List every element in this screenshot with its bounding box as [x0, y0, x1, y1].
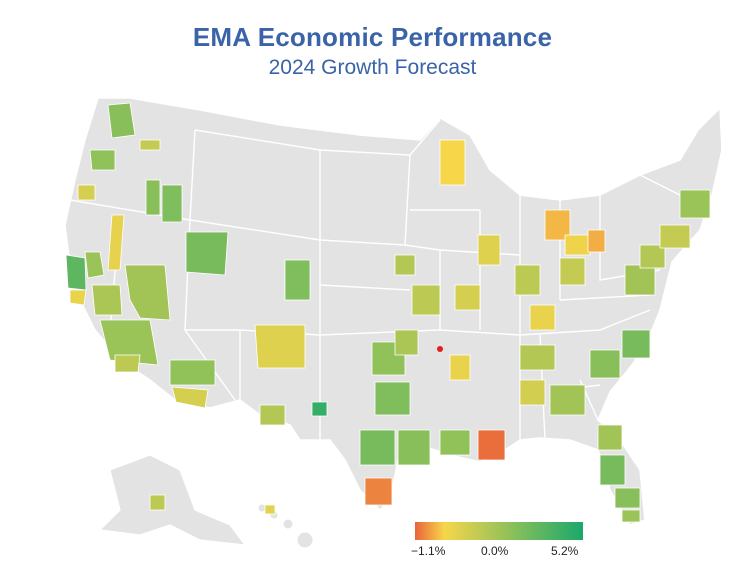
- region-cleveland: [564, 234, 591, 256]
- region-philadelphia: [639, 244, 666, 269]
- metro-regions: [65, 102, 711, 523]
- region-phoenix: [169, 359, 216, 386]
- region-san-antonio: [397, 429, 431, 466]
- legend-max-label: 5.2%: [551, 544, 579, 558]
- region-hawaii: [264, 504, 276, 515]
- region-atlanta: [549, 384, 586, 416]
- region-birmingham: [519, 379, 546, 406]
- legend-min-label: −1.1%: [411, 544, 446, 558]
- region-houston: [439, 429, 471, 456]
- region-new-orleans: [477, 429, 506, 461]
- region-sf-bay: [65, 254, 87, 291]
- region-chicago: [477, 234, 501, 266]
- region-portland: [89, 149, 116, 171]
- region-nyc: [659, 224, 691, 249]
- region-idaho-strip: [107, 214, 125, 271]
- region-el-paso: [259, 404, 286, 426]
- region-albuquerque: [254, 324, 306, 369]
- region-boston: [679, 189, 711, 219]
- legend-gradient-bar: [415, 522, 583, 540]
- region-tampa: [614, 487, 641, 509]
- region-odessa: [311, 401, 328, 417]
- region-slc: [185, 231, 229, 276]
- highlight-marker: [437, 346, 443, 352]
- region-alaska: [149, 494, 166, 511]
- region-minneapolis: [439, 139, 466, 186]
- hawaii-outline: [257, 503, 314, 549]
- region-miami: [621, 509, 641, 523]
- region-sd: [114, 354, 141, 373]
- region-memphis: [449, 354, 471, 381]
- region-dc: [624, 264, 656, 296]
- region-charlotte: [589, 349, 621, 379]
- region-orlando: [599, 454, 626, 486]
- region-corpus: [364, 477, 393, 506]
- region-tucson: [171, 386, 209, 409]
- region-nashville: [519, 344, 556, 371]
- region-la: [99, 319, 159, 366]
- region-seattle: [107, 102, 136, 139]
- region-sacramento: [84, 251, 105, 279]
- region-omaha: [394, 254, 416, 276]
- region-lv: [124, 264, 171, 321]
- region-reno: [69, 289, 87, 306]
- region-pittsburgh: [587, 229, 606, 253]
- map-title: EMA Economic Performance: [192, 22, 553, 52]
- region-raleigh: [621, 329, 651, 359]
- region-indianapolis: [514, 264, 541, 296]
- region-columbus: [559, 257, 586, 286]
- region-tulsa: [394, 329, 419, 356]
- region-jacksonville: [597, 424, 623, 451]
- region-austin: [359, 429, 396, 466]
- region-kc: [411, 284, 441, 316]
- region-spokane: [139, 139, 161, 151]
- region-boise: [145, 179, 161, 216]
- region-louisville: [529, 304, 556, 331]
- region-boise2: [161, 184, 183, 223]
- map-subtitle: 2024 Growth Forecast: [268, 56, 477, 79]
- region-fresno: [91, 284, 123, 316]
- region-denver: [284, 259, 311, 301]
- region-st-louis: [454, 284, 481, 311]
- region-dfw: [374, 381, 411, 416]
- alaska-outline: [98, 454, 247, 546]
- region-eugene: [77, 184, 96, 201]
- legend-mid-label: 0.0%: [481, 544, 509, 558]
